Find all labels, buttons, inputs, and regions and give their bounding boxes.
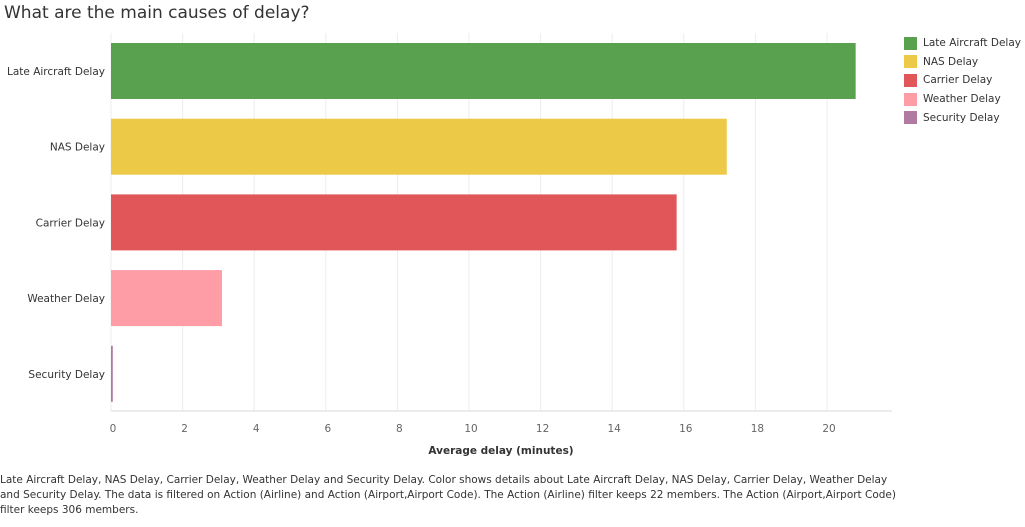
x-tick-labels: 0 2 4 6 8 10 12 14 16 18 20	[110, 423, 836, 435]
bars	[111, 43, 856, 402]
x-tick-label: 10	[464, 423, 477, 435]
legend-label: Late Aircraft Delay	[923, 37, 1021, 50]
x-tick-label: 14	[608, 423, 622, 435]
bar-chart: Late Aircraft Delay NAS Delay Carrier Dela…	[7, 33, 892, 457]
x-tick-label: 20	[822, 423, 835, 435]
legend: Late Aircraft Delay NAS Delay Carrier Dela…	[904, 34, 1021, 127]
legend-swatch	[904, 55, 917, 69]
legend-item[interactable]: Weather Delay	[904, 90, 1021, 109]
x-tick-label: 4	[253, 423, 260, 435]
legend-swatch	[904, 111, 917, 125]
legend-swatch	[904, 36, 917, 50]
legend-item[interactable]: NAS Delay	[904, 53, 1021, 72]
bar-weather-delay[interactable]	[111, 270, 222, 327]
legend-swatch	[904, 92, 917, 106]
bar-security-delay[interactable]	[111, 345, 113, 402]
legend-swatch	[904, 73, 917, 87]
category-label: Late Aircraft Delay	[7, 66, 105, 78]
legend-label: Security Delay	[923, 111, 1000, 124]
chart-title: What are the main causes of delay?	[4, 3, 310, 23]
category-labels: Late Aircraft Delay NAS Delay Carrier Dela…	[7, 66, 105, 381]
bar-carrier-delay[interactable]	[111, 194, 677, 251]
legend-item[interactable]: Security Delay	[904, 108, 1021, 127]
category-label: NAS Delay	[50, 142, 105, 154]
x-tick-label: 8	[396, 423, 403, 435]
category-label: Security Delay	[28, 369, 105, 381]
legend-item[interactable]: Carrier Delay	[904, 71, 1021, 90]
x-tick-label: 16	[679, 423, 693, 435]
x-tick-label: 6	[324, 423, 331, 435]
x-tick-label: 18	[751, 423, 764, 435]
category-label: Carrier Delay	[36, 217, 105, 229]
chart-caption: Late Aircraft Delay, NAS Delay, Carrier …	[0, 474, 896, 516]
legend-label: NAS Delay	[923, 55, 979, 68]
bar-nas-delay[interactable]	[111, 118, 727, 175]
x-tick-label: 12	[536, 423, 549, 435]
legend-label: Carrier Delay	[923, 74, 993, 87]
x-tick-label: 2	[181, 423, 188, 435]
legend-label: Weather Delay	[923, 93, 1001, 106]
legend-item[interactable]: Late Aircraft Delay	[904, 34, 1021, 53]
bar-late-aircraft-delay[interactable]	[111, 43, 856, 99]
x-tick-label: 0	[110, 423, 117, 435]
x-axis-label: Average delay (minutes)	[428, 445, 573, 457]
category-label: Weather Delay	[27, 293, 105, 305]
